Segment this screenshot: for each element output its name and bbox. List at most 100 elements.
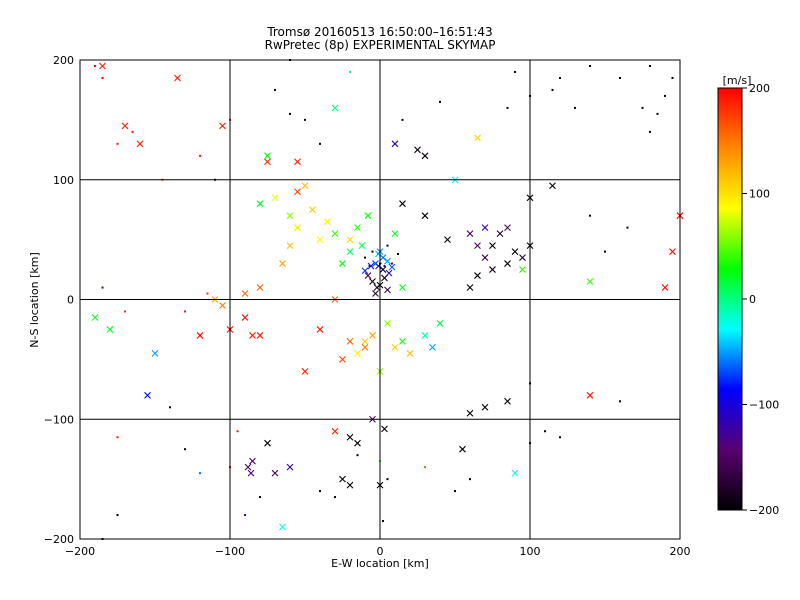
data-point-cross <box>219 122 226 130</box>
data-point-cross <box>324 218 331 226</box>
plot-frame <box>79 59 681 540</box>
data-point-dot <box>319 142 321 145</box>
data-point-cross <box>286 242 294 250</box>
data-point-cross <box>369 278 376 285</box>
data-point-cross <box>301 182 309 190</box>
data-point-cross <box>444 236 451 244</box>
x-tick-label: −200 <box>65 545 95 558</box>
data-point-cross <box>331 104 339 112</box>
data-point-cross <box>481 254 489 261</box>
chart-title: Tromsø 20160513 16:50:00–16:51:43 <box>266 25 492 39</box>
x-tick-label: −100 <box>215 545 245 558</box>
data-point-cross <box>406 349 414 357</box>
data-point-cross <box>381 425 388 433</box>
colorbar-tick-label: −200 <box>749 504 779 517</box>
data-point-dot <box>101 286 104 289</box>
data-point-dot <box>424 466 426 469</box>
colorbar-tick-label: 0 <box>749 293 756 306</box>
data-point-dot <box>551 88 554 91</box>
data-point-cross <box>489 266 496 273</box>
data-point-cross <box>466 409 474 417</box>
data-point-cross <box>384 257 391 265</box>
data-point-dot <box>169 406 171 409</box>
data-point-cross <box>244 463 252 471</box>
x-tick-label: 100 <box>520 545 541 558</box>
colorbar-tick-label: 100 <box>749 188 770 201</box>
data-point-cross <box>99 62 106 70</box>
data-point-cross <box>367 262 375 270</box>
data-point-cross <box>264 439 271 447</box>
data-point-cross <box>256 200 264 208</box>
data-point-cross <box>474 134 481 142</box>
data-point-cross <box>121 122 129 130</box>
data-point-cross <box>361 338 369 345</box>
data-point-cross <box>385 269 393 277</box>
data-point-cross <box>414 146 421 154</box>
data-point-dot <box>619 400 621 403</box>
data-point-dot <box>589 214 591 217</box>
data-point-dot <box>401 118 404 121</box>
data-point-dot <box>199 472 201 475</box>
data-point-cross <box>286 463 294 471</box>
data-point-cross <box>466 284 474 291</box>
data-point-dot <box>116 436 119 439</box>
data-point-cross <box>379 266 387 273</box>
data-point-dot <box>319 490 321 493</box>
data-point-cross <box>421 332 429 339</box>
data-point-dot <box>131 130 134 133</box>
data-point-cross <box>466 230 474 238</box>
data-point-dot <box>124 310 126 313</box>
data-point-dot <box>619 76 621 79</box>
data-point-cross <box>358 242 366 250</box>
y-tick-label: 100 <box>53 174 74 187</box>
data-point-dot <box>386 478 389 481</box>
data-point-dot <box>671 76 674 79</box>
data-point-cross <box>661 284 669 291</box>
data-point-cross <box>388 263 396 271</box>
data-point-cross <box>399 284 406 291</box>
data-point-cross <box>279 523 286 531</box>
data-point-dot <box>236 430 239 433</box>
data-point-cross <box>346 248 354 255</box>
data-point-cross <box>459 445 466 453</box>
data-point-dot <box>356 454 359 457</box>
colorbar-gradient <box>717 87 743 511</box>
data-point-cross <box>504 397 511 405</box>
y-tick-label: 0 <box>67 294 74 307</box>
y-tick-label: 200 <box>53 54 74 67</box>
data-point-cross <box>286 212 294 220</box>
data-point-dot <box>439 100 441 103</box>
data-point-dot <box>289 112 291 115</box>
data-point-cross <box>309 206 316 214</box>
data-point-cross <box>391 344 399 351</box>
data-point-cross <box>144 391 151 399</box>
data-point-cross <box>301 367 309 375</box>
data-point-cross <box>247 469 255 477</box>
data-point-cross <box>91 314 99 321</box>
data-point-dot <box>382 520 384 523</box>
data-point-cross <box>316 236 324 244</box>
data-point-cross <box>429 344 436 351</box>
data-point-cross <box>391 140 399 148</box>
data-point-cross <box>339 355 346 363</box>
data-point-cross <box>219 302 226 309</box>
data-point-dot <box>184 448 186 451</box>
data-point-cross <box>196 332 204 339</box>
grid-lines <box>80 60 680 539</box>
data-point-cross <box>364 212 372 220</box>
data-point-cross <box>421 212 429 220</box>
data-point-dot <box>304 118 306 121</box>
data-point-dot <box>101 76 104 79</box>
data-point-dot <box>334 496 336 499</box>
data-point-cross <box>136 140 144 148</box>
data-point-dot <box>116 142 119 145</box>
data-point-cross <box>481 224 489 232</box>
data-point-cross <box>669 248 676 255</box>
data-point-cross <box>384 286 391 294</box>
data-point-dot <box>383 264 386 267</box>
y-tick-label: −200 <box>44 533 74 546</box>
data-point-cross <box>354 439 361 447</box>
data-point-cross <box>549 182 556 190</box>
data-point-cross <box>369 332 376 339</box>
